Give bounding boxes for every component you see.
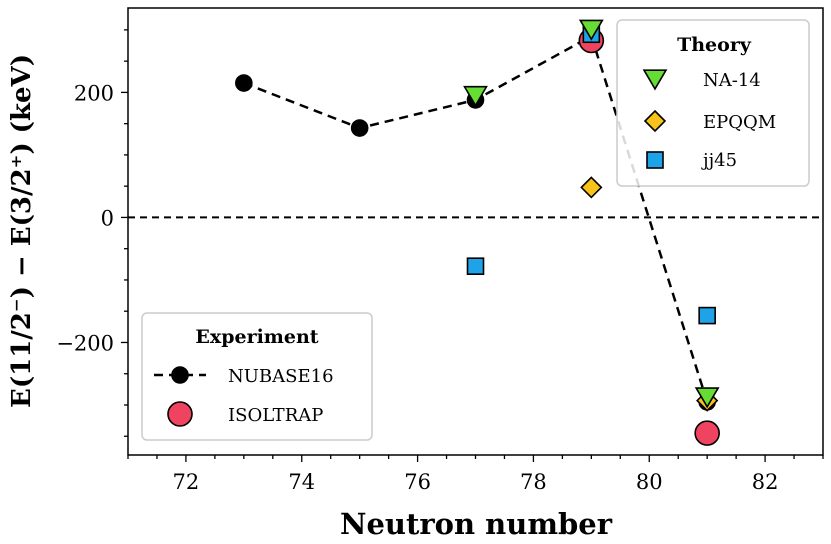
na14-point [463,85,488,108]
legend-theory-title: Theory [677,34,752,56]
legend-theory-box [616,19,810,187]
legend-marker-jj45 [646,151,664,169]
legend-experiment-box [141,312,373,441]
x-axis-ticks: 72 74 76 78 80 82 [127,455,824,494]
jj45-point [698,306,716,325]
legend-entry-nubase16: NUBASE16 [228,366,334,387]
legend-theory: Theory NA-14 EPQQM jj45 [616,19,810,187]
jj45-point [466,257,485,275]
x-tick-label: 78 [520,470,547,494]
x-tick-label: 76 [404,470,431,494]
y-axis-title: E(11/2⁻) − E(3/2⁺) (keV) [7,54,37,408]
epqqm-point [580,176,603,199]
y-axis-ticks: −200 0 200 [56,29,128,437]
legend-entry-na14: NA-14 [703,70,761,91]
legend-marker-isoltrap [167,401,193,427]
y-tick-label: 0 [101,206,114,230]
legend-marker-nubase16 [171,366,189,384]
x-tick-label: 82 [752,470,779,494]
nubase16-point [235,74,253,92]
na14-point [578,19,604,41]
legend-marker-epqqm [643,109,667,133]
legend-entry-isoltrap: ISOLTRAP [228,405,323,426]
x-tick-label: 80 [636,470,663,494]
x-tick-label: 72 [173,470,200,494]
nubase16-point [350,119,369,137]
legend-experiment: Experiment NUBASE16 ISOLTRAP [141,312,373,441]
legend-entry-jj45: jj45 [701,150,737,171]
na14-point [694,387,720,409]
y-tick-label: −200 [56,331,114,355]
legend-experiment-title: Experiment [195,326,318,348]
isoltrap-point [694,420,720,446]
legend-entry-epqqm: EPQQM [703,112,776,133]
legend-marker-na14 [642,69,668,91]
y-tick-label: 200 [74,81,114,105]
data-markers [235,19,720,446]
x-axis-title: Neutron number [340,507,613,541]
x-tick-label: 74 [288,470,315,494]
